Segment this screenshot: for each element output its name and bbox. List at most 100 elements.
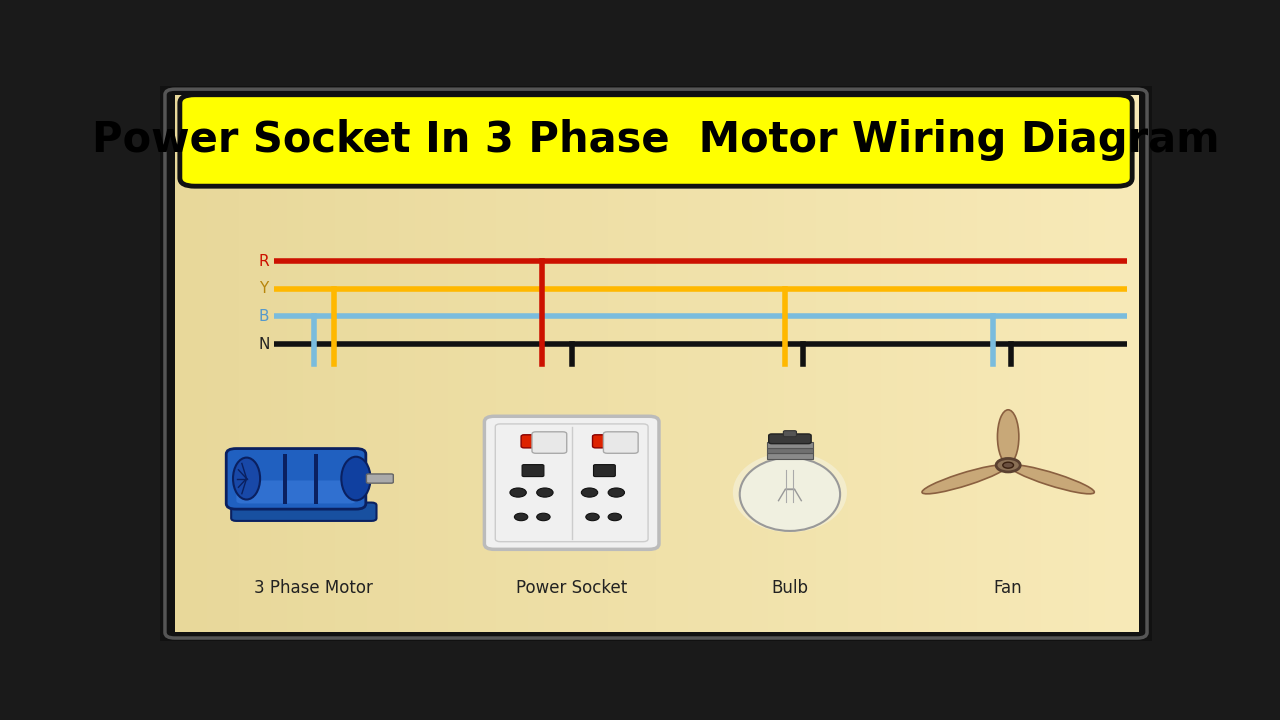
Bar <box>463 95 481 632</box>
Bar <box>527 95 545 632</box>
Text: Power Socket: Power Socket <box>516 579 627 597</box>
Bar <box>832 95 850 632</box>
Circle shape <box>515 513 527 521</box>
Bar <box>961 95 979 632</box>
Bar <box>977 95 995 632</box>
Bar <box>239 95 257 632</box>
FancyBboxPatch shape <box>783 431 796 437</box>
Bar <box>785 95 803 632</box>
FancyBboxPatch shape <box>767 448 813 454</box>
Bar <box>431 95 449 632</box>
Bar <box>1009 95 1027 632</box>
Bar <box>672 95 690 632</box>
Ellipse shape <box>342 456 370 500</box>
Text: Power Socket In 3 Phase  Motor Wiring Diagram: Power Socket In 3 Phase Motor Wiring Dia… <box>92 120 1220 161</box>
Bar <box>849 95 867 632</box>
Circle shape <box>996 459 1020 472</box>
Bar <box>303 95 321 632</box>
Bar <box>512 95 530 632</box>
FancyBboxPatch shape <box>227 449 366 509</box>
Bar <box>287 95 305 632</box>
FancyBboxPatch shape <box>769 434 812 444</box>
Bar <box>416 95 434 632</box>
Text: R: R <box>259 253 270 269</box>
Bar <box>640 95 658 632</box>
FancyBboxPatch shape <box>593 435 617 448</box>
FancyBboxPatch shape <box>232 503 376 521</box>
Circle shape <box>581 488 598 497</box>
Bar <box>495 95 513 632</box>
Ellipse shape <box>740 458 840 531</box>
Text: 3 Phase Motor: 3 Phase Motor <box>255 579 374 597</box>
Circle shape <box>586 513 599 521</box>
Bar <box>657 95 675 632</box>
Bar <box>399 95 417 632</box>
FancyBboxPatch shape <box>603 432 639 454</box>
Text: Bulb: Bulb <box>772 579 809 597</box>
FancyBboxPatch shape <box>594 464 616 477</box>
Bar <box>544 95 562 632</box>
FancyBboxPatch shape <box>767 442 813 448</box>
Bar <box>623 95 643 632</box>
Bar <box>591 95 609 632</box>
Bar <box>1105 95 1123 632</box>
Circle shape <box>536 513 550 521</box>
Ellipse shape <box>922 465 1006 494</box>
Circle shape <box>536 488 553 497</box>
Bar <box>559 95 577 632</box>
Ellipse shape <box>233 458 260 500</box>
Bar <box>945 95 963 632</box>
Bar <box>1025 95 1043 632</box>
FancyBboxPatch shape <box>237 480 356 503</box>
Text: Y: Y <box>260 282 269 296</box>
FancyBboxPatch shape <box>522 464 544 477</box>
Bar <box>704 95 722 632</box>
Bar <box>384 95 402 632</box>
Bar <box>721 95 739 632</box>
Ellipse shape <box>1010 465 1094 494</box>
Text: Fan: Fan <box>993 579 1023 597</box>
Bar <box>223 95 241 632</box>
Text: B: B <box>259 309 269 324</box>
Bar <box>335 95 353 632</box>
FancyBboxPatch shape <box>532 432 567 454</box>
Text: N: N <box>259 337 270 351</box>
Bar <box>319 95 337 632</box>
Circle shape <box>608 513 622 521</box>
Ellipse shape <box>997 410 1019 464</box>
Bar <box>207 95 225 632</box>
FancyBboxPatch shape <box>521 435 545 448</box>
Bar <box>1089 95 1107 632</box>
FancyBboxPatch shape <box>366 474 393 483</box>
FancyBboxPatch shape <box>154 83 1158 644</box>
Bar <box>1057 95 1075 632</box>
Bar <box>448 95 466 632</box>
Bar <box>255 95 273 632</box>
Bar <box>800 95 818 632</box>
FancyBboxPatch shape <box>315 454 319 503</box>
Bar <box>768 95 786 632</box>
Bar <box>1073 95 1091 632</box>
Bar <box>480 95 498 632</box>
Bar <box>689 95 707 632</box>
FancyBboxPatch shape <box>484 416 659 549</box>
Bar <box>271 95 289 632</box>
Bar <box>896 95 915 632</box>
Bar <box>817 95 835 632</box>
Bar <box>864 95 882 632</box>
Circle shape <box>1002 462 1014 468</box>
FancyBboxPatch shape <box>767 454 813 459</box>
Bar <box>576 95 594 632</box>
Bar <box>191 95 209 632</box>
Circle shape <box>509 488 526 497</box>
Bar <box>367 95 385 632</box>
FancyBboxPatch shape <box>179 95 1133 186</box>
Bar <box>753 95 771 632</box>
Bar <box>1041 95 1059 632</box>
Circle shape <box>608 488 625 497</box>
Bar <box>913 95 931 632</box>
Bar <box>1121 95 1139 632</box>
Bar <box>608 95 626 632</box>
Bar <box>993 95 1011 632</box>
Bar <box>736 95 754 632</box>
